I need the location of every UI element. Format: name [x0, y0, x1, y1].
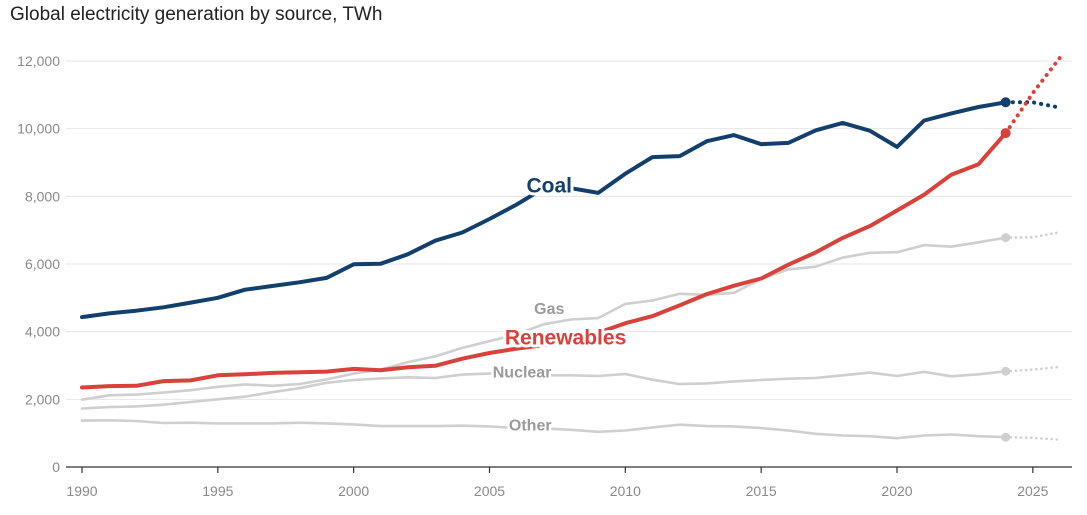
series-line-nuclear — [80, 369, 1008, 410]
grid-lines — [66, 60, 1072, 400]
forecast-line-renewables — [1003, 55, 1062, 136]
x-tick-label: 2000 — [338, 483, 369, 499]
y-tick-label: 8,000 — [25, 188, 60, 204]
forecast-line-gas — [1004, 230, 1062, 239]
series-label-coal: Coal — [527, 174, 573, 197]
series-label-gas: Gas — [534, 301, 564, 318]
series-line-coal — [80, 100, 1008, 320]
y-tick-label: 6,000 — [25, 256, 60, 272]
y-tick-label: 4,000 — [25, 324, 60, 340]
series-label-other: Other — [509, 418, 552, 435]
chart-title: Global electricity generation by source,… — [10, 4, 383, 25]
endpoint-marker-coal — [1000, 97, 1011, 108]
series-line-renewables — [80, 131, 1008, 390]
x-tick-label: 2015 — [746, 483, 777, 499]
series-line-gas — [80, 236, 1008, 402]
x-axis: 1990 1995 2000 2005 2010 2015 2020 2025 — [66, 466, 1072, 499]
forecast-line-other — [1004, 435, 1062, 441]
x-tick-label: 1995 — [202, 483, 233, 499]
y-axis: 0 2,000 4,000 6,000 8,000 10,000 12,000 — [17, 53, 60, 475]
series-lines — [80, 55, 1062, 442]
endpoint-marker-renewables — [1000, 128, 1011, 139]
forecast-line-nuclear — [1004, 365, 1062, 373]
y-tick-label: 0 — [52, 459, 60, 475]
series-label-nuclear: Nuclear — [493, 365, 552, 382]
endpoint-marker-gas — [1001, 233, 1011, 243]
x-tick-label: 1990 — [66, 483, 97, 499]
endpoint-marker-nuclear — [1001, 366, 1011, 376]
y-tick-label: 12,000 — [17, 53, 60, 69]
forecast-line-coal — [1003, 100, 1062, 110]
x-tick-label: 2005 — [474, 483, 505, 499]
endpoint-marker-other — [1001, 432, 1011, 442]
x-tick-label: 2020 — [881, 483, 912, 499]
x-tick-label: 2025 — [1017, 483, 1048, 499]
y-tick-label: 10,000 — [17, 121, 60, 137]
x-tick-label: 2010 — [610, 483, 641, 499]
series-label-renewables: Renewables — [505, 326, 626, 349]
series-labels: Coal Renewables Gas Nuclear Other — [490, 171, 629, 437]
series-line-other — [80, 418, 1008, 440]
y-tick-label: 2,000 — [25, 391, 60, 407]
